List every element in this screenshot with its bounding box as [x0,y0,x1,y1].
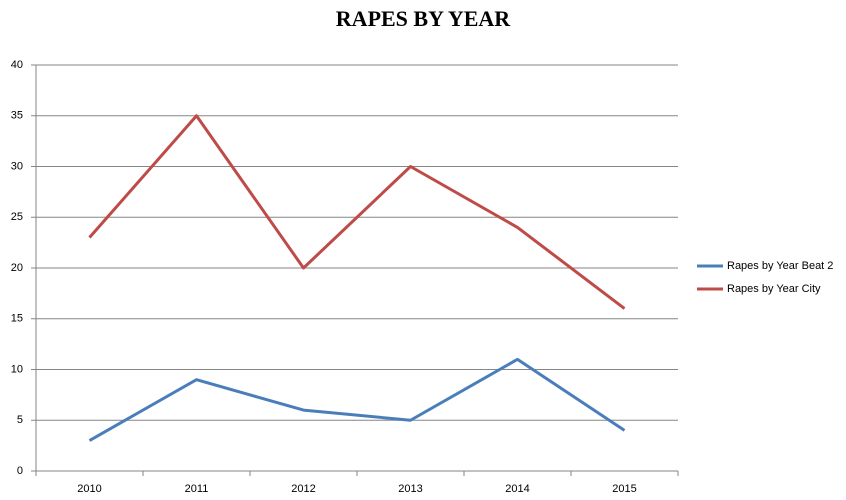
x-tick-label: 2010 [77,483,101,495]
y-tick-label: 35 [11,110,23,122]
x-tick-label: 2015 [612,483,636,495]
x-tick-label: 2013 [398,483,422,495]
y-tick-label: 0 [17,465,23,477]
chart-title: RAPES BY YEAR [336,6,512,31]
series-line [88,114,626,310]
x-tick-label: 2014 [505,483,529,495]
legend-label: Rapes by Year City [727,283,821,295]
series-line [88,357,626,442]
y-tick-label: 15 [11,313,23,325]
y-tick-label: 25 [11,211,23,223]
x-tick-label: 2011 [185,483,209,495]
y-tick-label: 20 [11,262,23,274]
y-tick-label: 30 [11,160,23,172]
legend-label: Rapes by Year Beat 2 [727,260,833,272]
y-tick-label: 40 [11,59,23,71]
x-tick-label: 2012 [291,483,315,495]
y-tick-label: 10 [11,363,23,375]
y-tick-label: 5 [17,414,23,426]
